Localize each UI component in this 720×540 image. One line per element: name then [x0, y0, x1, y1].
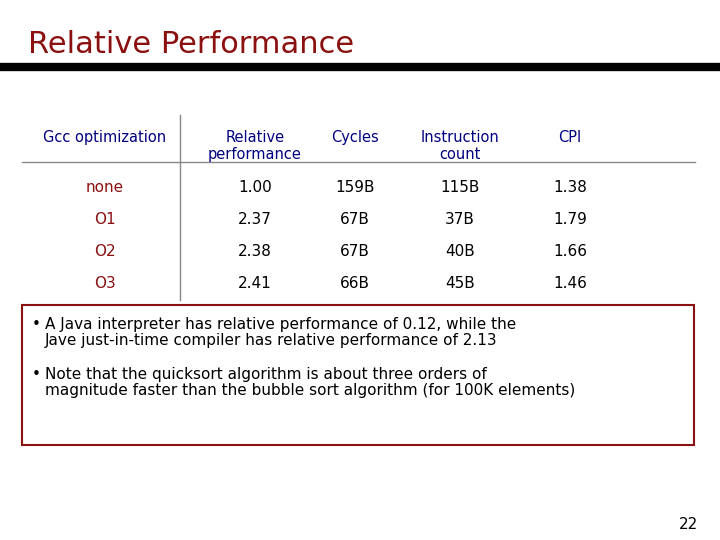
Text: Instruction
count: Instruction count	[420, 130, 500, 163]
Text: •: •	[32, 367, 41, 382]
Text: Note that the quicksort algorithm is about three orders of: Note that the quicksort algorithm is abo…	[45, 367, 487, 382]
Text: 159B: 159B	[336, 180, 374, 195]
Text: none: none	[86, 180, 124, 195]
Text: 22: 22	[679, 517, 698, 532]
Text: CPI: CPI	[559, 130, 582, 145]
Text: Gcc optimization: Gcc optimization	[43, 130, 166, 145]
Text: 1.66: 1.66	[553, 245, 587, 260]
Text: O1: O1	[94, 213, 116, 227]
Text: 40B: 40B	[445, 245, 475, 260]
Text: 45B: 45B	[445, 276, 475, 292]
Text: A Java interpreter has relative performance of 0.12, while the: A Java interpreter has relative performa…	[45, 317, 516, 332]
Text: 2.37: 2.37	[238, 213, 272, 227]
Text: 115B: 115B	[441, 180, 480, 195]
Text: 2.41: 2.41	[238, 276, 272, 292]
Text: 67B: 67B	[340, 245, 370, 260]
Text: Cycles: Cycles	[331, 130, 379, 145]
Text: •: •	[32, 317, 41, 332]
Text: O2: O2	[94, 245, 116, 260]
Text: Relative Performance: Relative Performance	[28, 30, 354, 59]
Text: O3: O3	[94, 276, 116, 292]
Text: 1.46: 1.46	[553, 276, 587, 292]
Text: magnitude faster than the bubble sort algorithm (for 100K elements): magnitude faster than the bubble sort al…	[45, 383, 575, 398]
Text: 1.00: 1.00	[238, 180, 272, 195]
Text: 2.38: 2.38	[238, 245, 272, 260]
Text: 1.38: 1.38	[553, 180, 587, 195]
Text: 66B: 66B	[340, 276, 370, 292]
Text: 1.79: 1.79	[553, 213, 587, 227]
Text: 67B: 67B	[340, 213, 370, 227]
Text: 37B: 37B	[445, 213, 475, 227]
FancyBboxPatch shape	[22, 305, 694, 445]
Text: Jave just-in-time compiler has relative performance of 2.13: Jave just-in-time compiler has relative …	[45, 333, 498, 348]
Text: Relative
performance: Relative performance	[208, 130, 302, 163]
